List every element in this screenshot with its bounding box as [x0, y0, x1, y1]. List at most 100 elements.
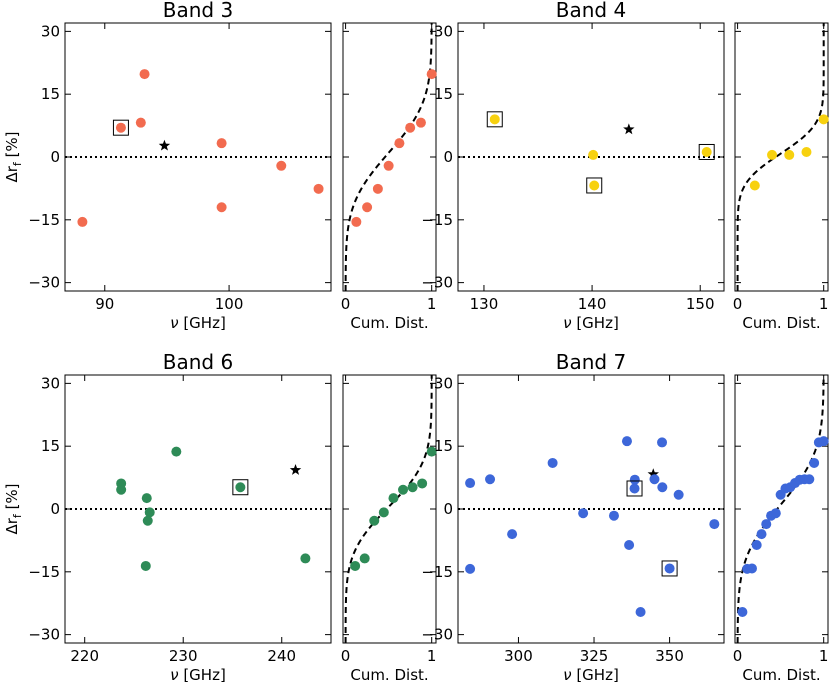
data-point: [485, 474, 496, 485]
y-axis-label: Δrf [%]: [3, 483, 24, 534]
y-tick-label: −15: [421, 563, 453, 581]
data-point: [216, 138, 227, 149]
cum-data-point: [770, 508, 781, 519]
x-tick-label: 325: [580, 647, 609, 665]
y-tick-label: 15: [434, 85, 453, 103]
panel-title: Band 4: [556, 0, 626, 22]
x-tick-label: 300: [504, 647, 533, 665]
highlight-box: [698, 143, 715, 160]
y-tick-label: 30: [434, 374, 453, 392]
cum-data-point: [751, 540, 762, 551]
cum-axes-frame: [342, 374, 437, 644]
cum-x-tick-label: 0: [341, 647, 351, 665]
y-tick-label: −15: [421, 211, 453, 229]
cum-x-tick-label: 1: [427, 295, 437, 313]
star-marker: [158, 139, 171, 151]
cum-data-point: [761, 519, 772, 530]
panel-band-3: Band 6 −30 −15 0 15 30 220 230 240 ν [GHz] Δrf [%]…: [3, 350, 437, 684]
cum-fit-curve: [736, 23, 825, 291]
x-tick-label: 240: [267, 647, 296, 665]
data-point: [507, 529, 518, 540]
data-point: [588, 149, 599, 160]
highlight-box: [586, 177, 603, 194]
cum-data-point: [767, 149, 778, 160]
data-point: [635, 607, 646, 618]
data-point: [657, 437, 668, 448]
y-tick-label: 30: [434, 22, 453, 40]
x-tick-label: 100: [215, 295, 244, 313]
cum-data-point: [809, 457, 820, 468]
y-tick-label: 0: [443, 148, 453, 166]
data-point: [608, 510, 619, 521]
cum-data-point: [405, 122, 416, 133]
cum-data-point: [818, 436, 829, 447]
star-marker: [623, 123, 635, 135]
cum-axes-frame: [734, 22, 829, 292]
star-marker: [647, 468, 659, 480]
x-tick-label: 350: [655, 647, 684, 665]
data-point: [657, 482, 668, 493]
cum-axes-frame: [734, 374, 829, 644]
data-point: [547, 457, 558, 468]
cum-data-point: [746, 563, 757, 574]
data-point: [300, 553, 311, 564]
cum-data-point: [350, 560, 361, 571]
data-point: [141, 493, 152, 504]
cum-data-point: [426, 69, 437, 80]
cum-x-axis-label: Cum. Dist.: [742, 314, 820, 332]
y-tick-label: 15: [434, 437, 453, 455]
data-point: [624, 540, 635, 551]
x-axis-label: ν [GHz]: [170, 314, 226, 332]
data-point: [142, 515, 153, 526]
y-tick-label: 30: [41, 22, 60, 40]
data-point: [578, 508, 589, 519]
y-tick-label: 15: [41, 85, 60, 103]
cum-data-point: [784, 149, 795, 160]
x-axis-label: ν [GHz]: [563, 314, 619, 332]
data-point: [709, 519, 720, 530]
data-point: [276, 160, 287, 171]
x-tick-label: 130: [470, 295, 499, 313]
cum-data-point: [398, 484, 409, 495]
panel-title: Band 3: [163, 0, 233, 22]
cum-data-point: [426, 446, 437, 457]
x-axis-label: ν [GHz]: [170, 666, 226, 684]
highlight-box: [486, 111, 503, 128]
data-point: [589, 180, 600, 191]
data-point: [629, 483, 640, 494]
y-tick-label: 0: [443, 500, 453, 518]
highlight-box: [661, 560, 678, 577]
cum-fit-curve: [736, 374, 825, 644]
y-tick-label: 0: [50, 148, 60, 166]
cum-data-point: [372, 183, 383, 194]
data-point: [489, 114, 500, 125]
cum-data-point: [351, 216, 362, 227]
data-point: [171, 446, 182, 457]
y-tick-label: −15: [28, 211, 60, 229]
y-tick-label: −30: [421, 274, 453, 292]
cum-axes-frame: [342, 22, 437, 292]
cum-data-point: [749, 180, 760, 191]
cum-data-point: [378, 507, 389, 518]
data-point: [216, 202, 227, 213]
cum-data-point: [383, 160, 394, 171]
cum-x-tick-label: 1: [819, 295, 829, 313]
data-point: [139, 69, 150, 80]
cum-x-tick-label: 0: [733, 295, 743, 313]
cum-x-tick-label: 0: [733, 647, 743, 665]
cum-data-point: [818, 114, 829, 125]
x-tick-label: 220: [70, 647, 99, 665]
cum-data-point: [417, 478, 428, 489]
data-point: [135, 117, 146, 128]
cum-fit-curve: [344, 374, 433, 643]
cum-fit-curve: [344, 22, 433, 291]
y-tick-label: −30: [28, 274, 60, 292]
y-tick-label: 15: [41, 437, 60, 455]
y-tick-label: −15: [28, 563, 60, 581]
y-tick-label: 30: [41, 374, 60, 392]
